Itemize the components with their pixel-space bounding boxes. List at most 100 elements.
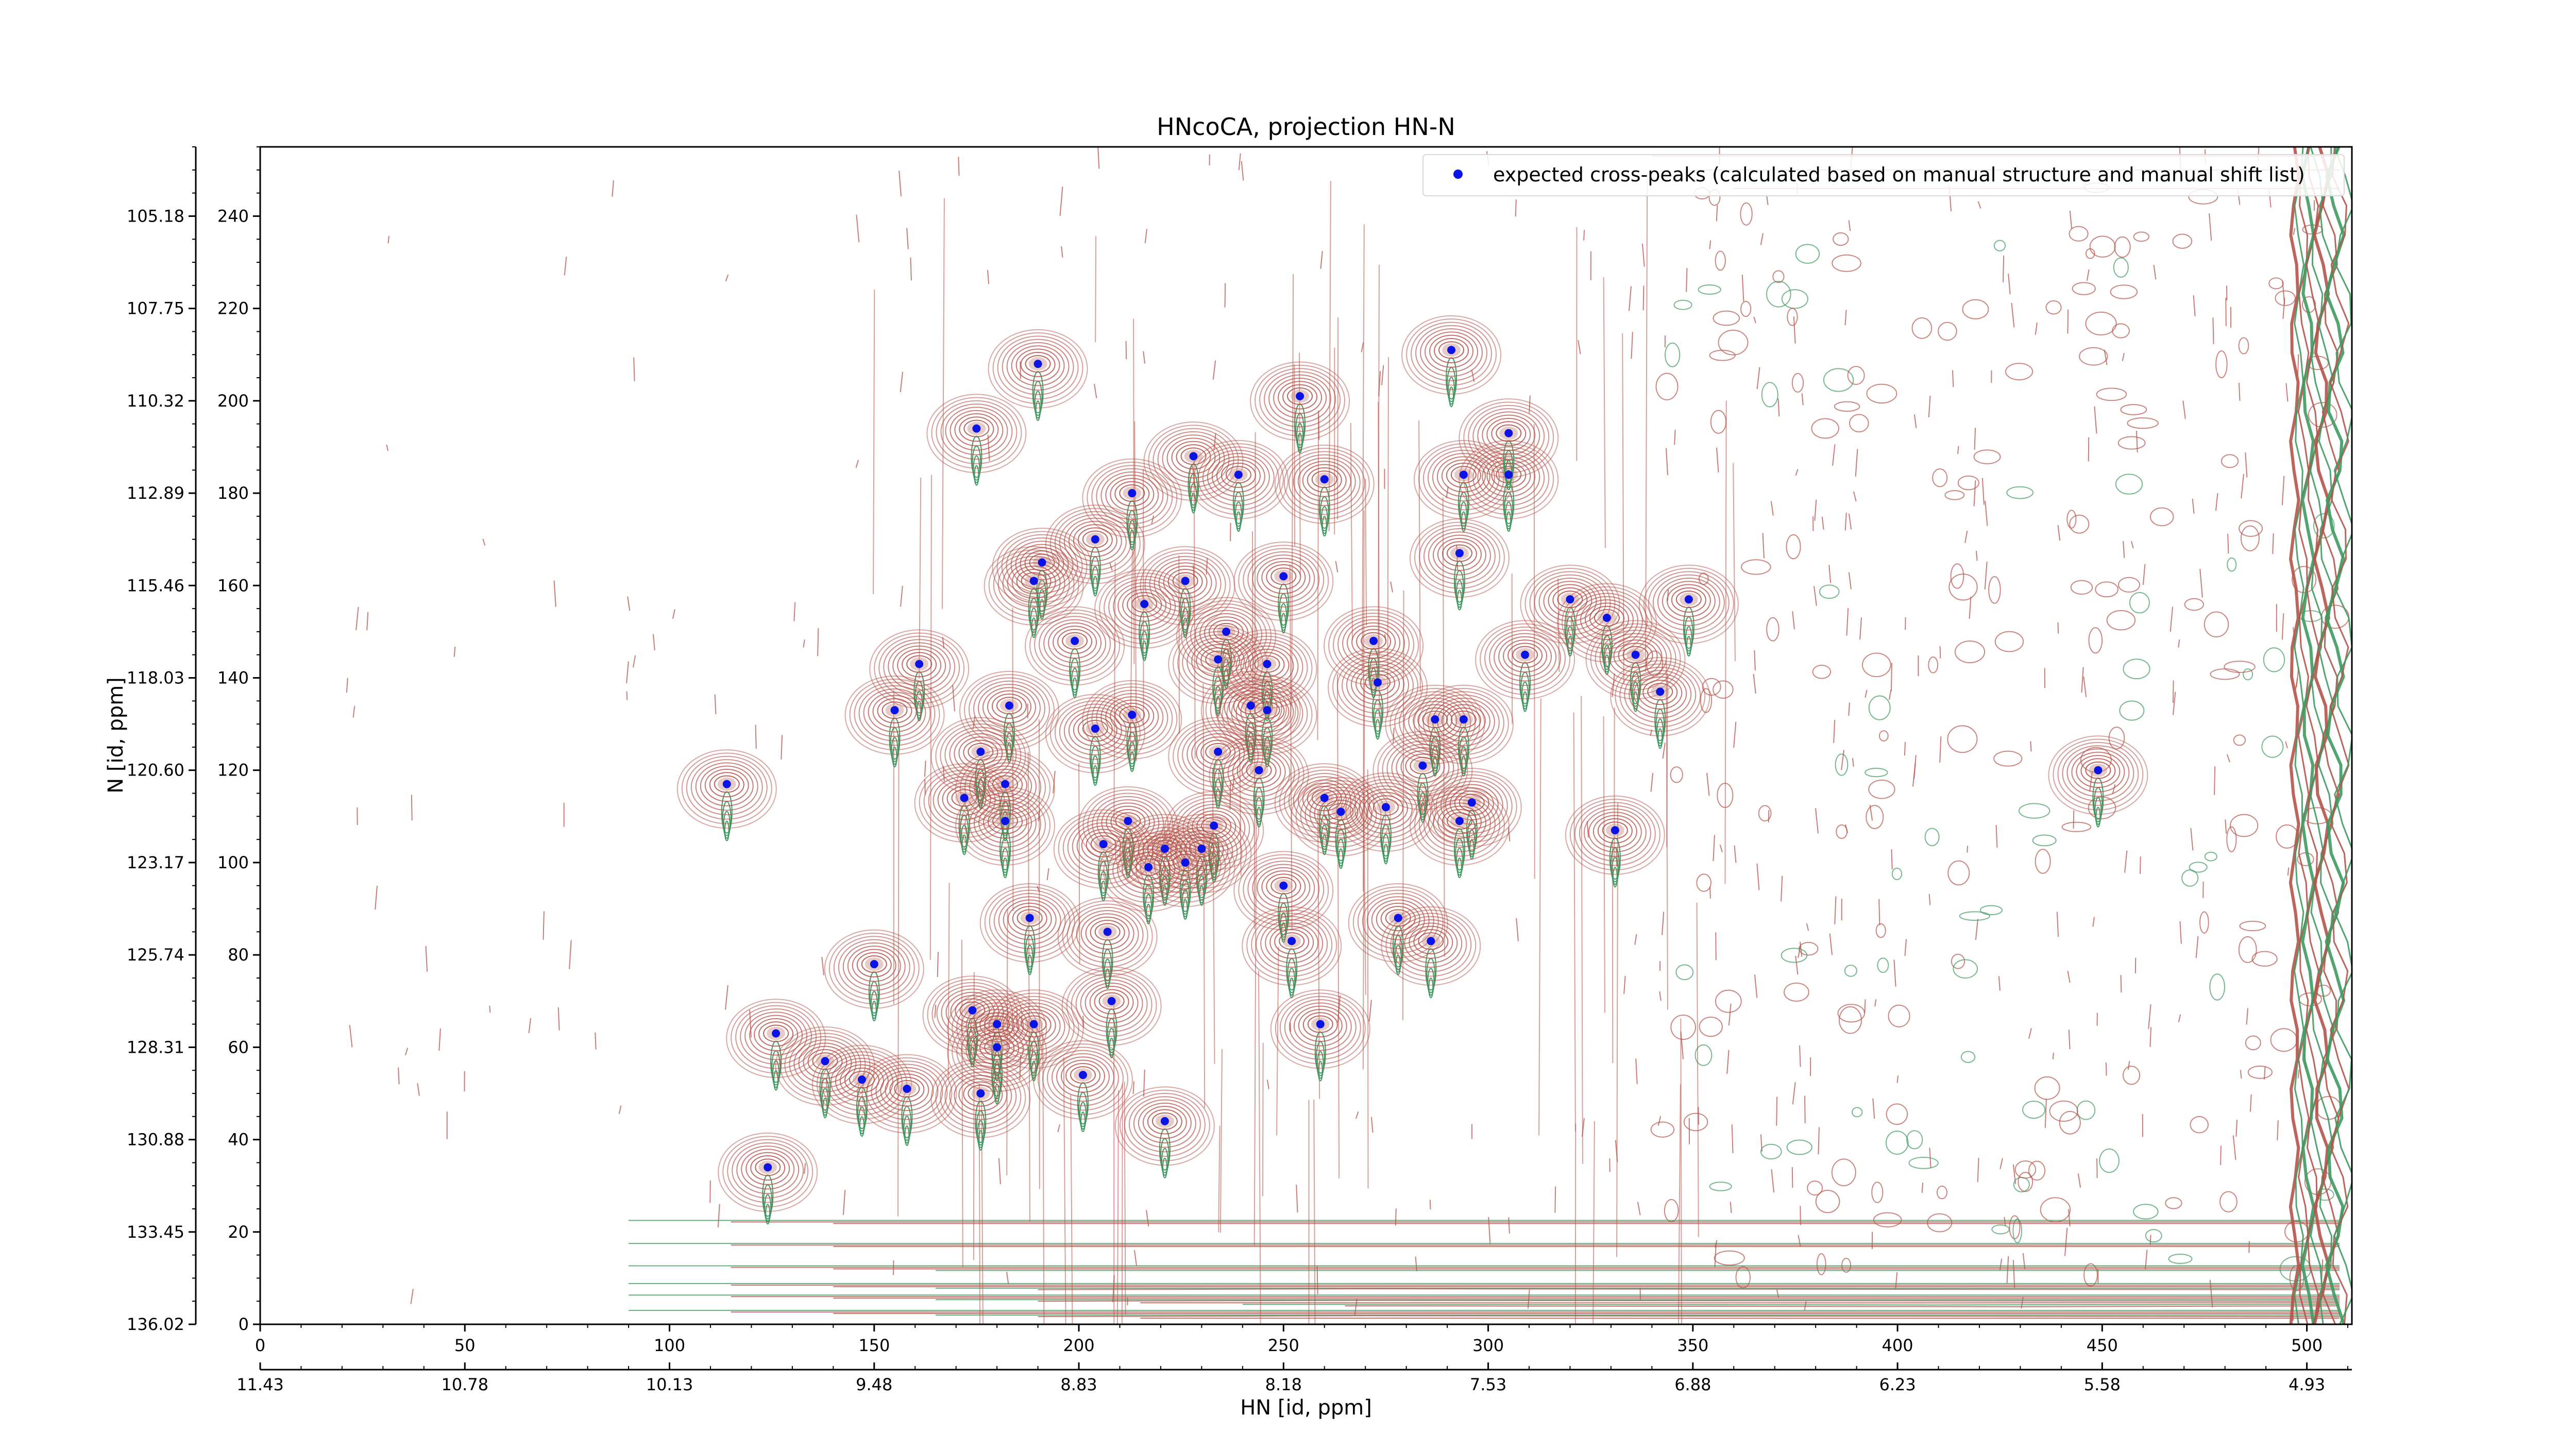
noise-contour (1793, 316, 1796, 344)
noise-contour (1795, 469, 1799, 476)
noise-contour (1988, 576, 2001, 604)
positive-contour (1333, 613, 1415, 677)
positive-contour (1401, 315, 1502, 395)
positive-contour (1197, 446, 1279, 511)
negative-contour (1686, 636, 1691, 657)
cross-peak-marker (1099, 840, 1108, 849)
positive-contour (1176, 444, 1211, 470)
positive-contour (1348, 883, 1448, 963)
positive-contour (902, 652, 937, 678)
y-ppm-tick-label: 125.74 (127, 945, 184, 965)
streak-contour (1038, 719, 1040, 1189)
positive-contour (1087, 683, 1178, 755)
positive-contour (1075, 976, 1148, 1033)
noise-contour (2049, 1100, 2078, 1122)
noise-contour (1813, 586, 1817, 606)
positive-contour (1246, 909, 1337, 982)
noise-contour (2035, 849, 2051, 874)
positive-contour (882, 701, 908, 719)
noise-contour (2225, 819, 2227, 834)
positive-contour (956, 996, 1038, 1060)
noise-contour (2165, 1197, 2182, 1209)
positive-contour (1029, 609, 1121, 681)
noise-contour (2153, 264, 2157, 280)
positive-contour (1002, 339, 1074, 395)
negative-contour (1456, 589, 1462, 611)
cross-peak-marker (1263, 706, 1272, 715)
noise-contour (1873, 1212, 1902, 1228)
noise-contour (1754, 650, 1756, 671)
positive-contour (1255, 364, 1346, 436)
positive-contour (1302, 1012, 1338, 1038)
positive-contour (1346, 661, 1410, 710)
noise-contour (1795, 244, 1820, 264)
positive-contour (1142, 1106, 1187, 1139)
noise-contour (652, 634, 655, 651)
negative-contour (1003, 857, 1008, 879)
positive-contour (954, 1075, 1008, 1116)
noise-contour (2072, 282, 2096, 295)
noise-contour (2118, 577, 2141, 593)
positive-contour (1435, 777, 1508, 834)
legend-label: expected cross-peaks (calculated based o… (1493, 163, 2305, 186)
noise-contour (1962, 299, 1989, 319)
streak-contour (941, 198, 945, 609)
positive-contour (868, 692, 922, 733)
positive-contour (1238, 854, 1329, 926)
noise-contour (833, 1222, 2340, 1225)
positive-contour (1489, 630, 1562, 686)
positive-contour (1675, 591, 1702, 609)
noise-contour (731, 1284, 2340, 1287)
noise-contour (438, 1028, 441, 1051)
noise-contour (553, 580, 556, 607)
noise-contour (1586, 821, 1589, 838)
noise-contour (2241, 474, 2244, 499)
noise-contour (2008, 273, 2011, 295)
negative-contour (978, 1130, 984, 1151)
positive-contour (1442, 541, 1477, 567)
noise-contour (349, 1025, 353, 1048)
positive-contour (988, 808, 1023, 834)
cross-peak-marker (1656, 687, 1665, 696)
positive-contour (1032, 1040, 1133, 1120)
streak-contour (1313, 1099, 1316, 1324)
positive-contour (1561, 586, 1652, 658)
positive-contour (812, 1052, 838, 1070)
noise-contour (1823, 368, 1854, 392)
noise-contour (725, 274, 729, 282)
positive-contour (1105, 475, 1159, 516)
x-ppm-tick-label: 11.43 (236, 1375, 284, 1394)
noise-contour (958, 157, 960, 176)
peak-contour-group (979, 883, 1080, 975)
noise-contour (1791, 1167, 1793, 1188)
positive-contour (1413, 704, 1458, 737)
negative-contour (1505, 501, 1513, 530)
noise-contour (1841, 1258, 1852, 1273)
noise-contour (1927, 1213, 1953, 1233)
positive-contour (681, 752, 772, 824)
cross-peak-marker (1210, 821, 1218, 830)
negative-contour (1427, 968, 1435, 996)
cross-peak-marker (1447, 346, 1456, 355)
positive-contour (1221, 462, 1256, 488)
noise-contour (2076, 1100, 2096, 1120)
noise-contour (1109, 562, 1113, 571)
positive-contour (984, 989, 1084, 1069)
streak-contour (1511, 574, 1513, 724)
positive-contour (942, 782, 987, 816)
cross-peak-marker (1144, 863, 1153, 871)
noise-contour (626, 691, 628, 700)
positive-contour (1657, 577, 1720, 626)
noise-contour (2011, 302, 2015, 328)
positive-contour (709, 772, 744, 798)
positive-contour (1463, 443, 1554, 515)
positive-contour (1112, 842, 1185, 899)
positive-contour (1054, 700, 1136, 765)
noise-contour (1960, 1051, 1976, 1063)
positive-contour (1080, 979, 1143, 1028)
positive-contour (844, 675, 945, 755)
negative-contour (892, 747, 897, 768)
noise-contour (425, 946, 428, 972)
noise-contours (346, 147, 2352, 1324)
noise-contour (346, 678, 348, 693)
